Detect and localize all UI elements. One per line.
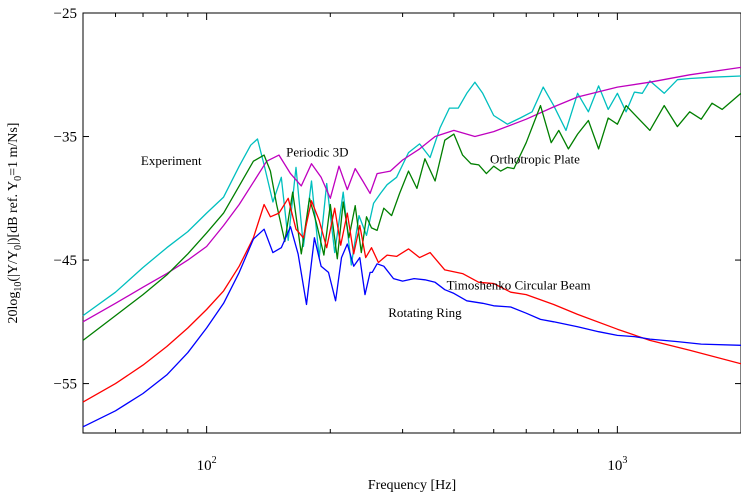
- series-line-periodic-3d: [82, 66, 741, 323]
- x-tick-label: 103: [607, 455, 627, 474]
- series-line-experiment: [82, 75, 741, 317]
- annotation-periodic-3d: Periodic 3D: [286, 144, 348, 159]
- annotation-experiment: Experiment: [141, 153, 202, 168]
- annotation-rotating-ring: Rotating Ring: [388, 305, 462, 320]
- series-line-timoshenko-circular-beam: [82, 197, 741, 403]
- annotation-timoshenko-circular-beam: Timoshenko Circular Beam: [447, 278, 591, 293]
- x-tick-label: 102: [197, 455, 217, 474]
- y-tick-label: −55: [54, 377, 77, 393]
- series-line-rotating-ring: [82, 226, 741, 428]
- x-axis-label: Frequency [Hz]: [368, 478, 456, 493]
- y-axis-label: 20log10(|Y/Y0|)[dB ref. Y0=1 m/Ns]: [6, 123, 24, 324]
- y-tick-label: −35: [54, 130, 77, 146]
- y-tick-label: −45: [54, 253, 77, 269]
- plot-area: [82, 12, 741, 434]
- annotation-orthotropic-plate: Orthotropic Plate: [490, 152, 580, 167]
- series-line-orthotropic-plate: [82, 92, 741, 341]
- y-tick-label: −25: [54, 6, 77, 22]
